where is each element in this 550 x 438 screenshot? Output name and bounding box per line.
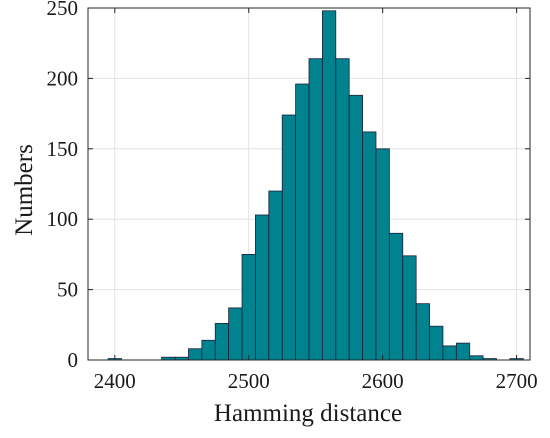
y-tick-label: 200 [47,66,79,90]
x-axis-label: Hamming distance [214,400,402,427]
histogram-bar [335,58,350,361]
histogram-bar [388,232,404,361]
histogram-bar [362,131,377,361]
histogram-bars [107,10,524,361]
histogram-bar [281,114,297,361]
histogram-bar [442,345,457,361]
histogram-bar [241,253,256,361]
y-tick-label: 100 [47,207,79,231]
histogram-bar [268,190,283,361]
axis-ticks [88,7,530,361]
x-tick-label: 2400 [94,369,136,393]
histogram-bar [201,339,216,361]
y-tick-label: 50 [57,278,78,302]
x-tick-label: 2600 [362,369,404,393]
histogram-bar [214,322,230,361]
histogram-bar [415,303,430,361]
y-tick-labels: 0 50 100 150 200 250 [47,0,79,372]
y-tick-label: 0 [68,348,79,372]
histogram-bar [469,355,484,361]
x-tick-labels: 2400 2500 2600 2700 [94,369,538,393]
x-tick-label: 2700 [496,369,538,393]
histogram-bar [455,342,471,361]
histogram-bar [295,83,310,361]
y-tick-label: 250 [47,0,79,20]
x-tick-label: 2500 [228,369,270,393]
y-axis-label: Numbers [11,144,38,236]
histogram-bar [308,58,323,361]
histogram-bar [228,307,243,361]
y-tick-label: 150 [47,137,79,161]
axes-box [87,7,531,361]
histogram-bar [429,325,444,361]
histogram-bar [321,10,337,361]
histogram-bar [188,348,203,361]
histogram-bar [255,214,270,361]
histogram-bar [402,255,417,361]
histogram-bar [375,148,390,361]
histogram-bar [348,94,363,361]
axes-frame [87,7,531,361]
